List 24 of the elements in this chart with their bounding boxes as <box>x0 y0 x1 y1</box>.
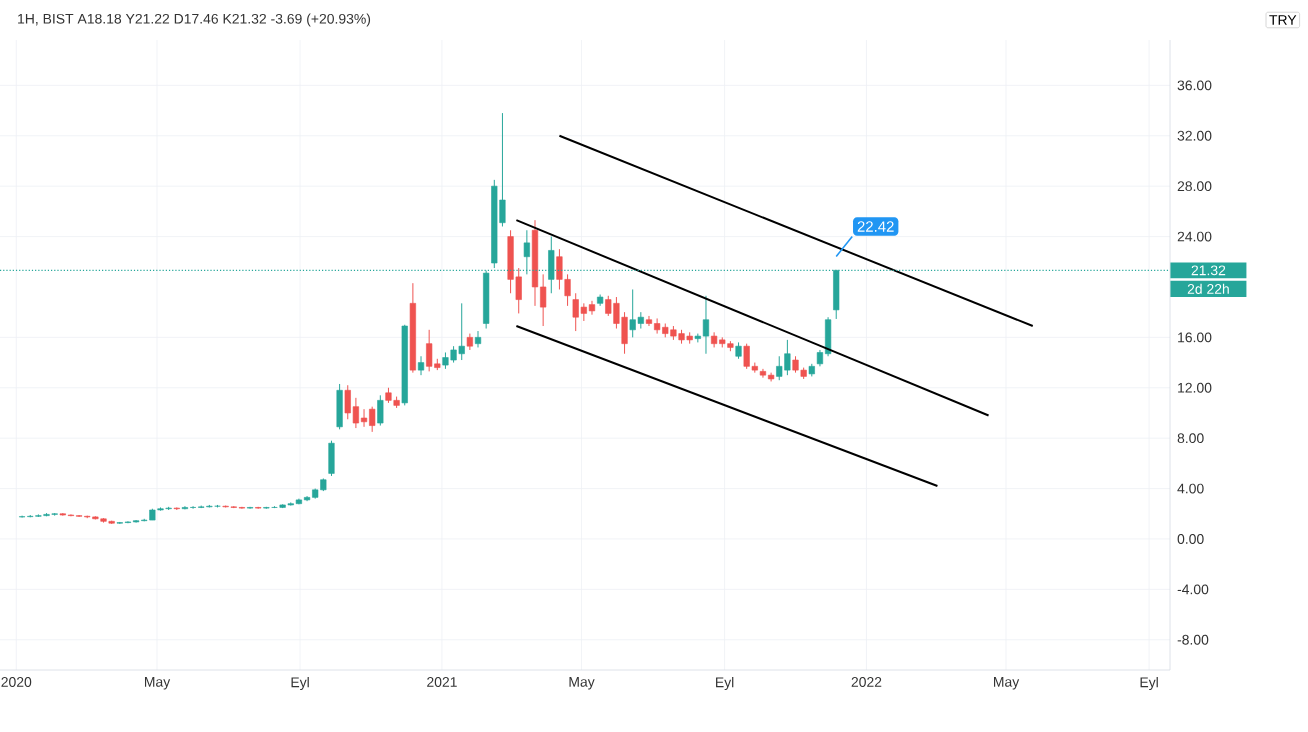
candlestick <box>377 394 384 427</box>
candlestick <box>336 383 343 430</box>
candlestick <box>426 329 433 372</box>
candlestick <box>784 339 791 376</box>
candlestick <box>328 440 335 477</box>
candlestick <box>474 330 482 348</box>
candlestick <box>645 315 653 327</box>
candlestick <box>743 343 750 370</box>
candlestick <box>629 288 636 338</box>
candlestick <box>776 355 783 381</box>
candlestick <box>572 292 579 332</box>
candlestick <box>605 295 612 317</box>
candlestick <box>360 408 368 428</box>
candlestick <box>654 317 661 335</box>
candlestick <box>369 406 376 433</box>
candlestick <box>507 229 514 294</box>
candlestick <box>344 384 351 420</box>
candlestick <box>352 397 359 429</box>
candlestick <box>556 248 563 290</box>
candlestick <box>417 355 425 376</box>
candlestick <box>825 316 832 357</box>
candlestick <box>621 311 628 355</box>
candlestick <box>458 302 465 361</box>
candlestick <box>702 295 710 355</box>
